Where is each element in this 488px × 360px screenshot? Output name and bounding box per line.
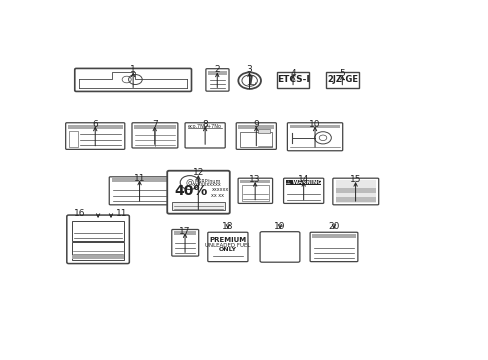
Bar: [172, 202, 224, 210]
Text: 2: 2: [214, 66, 220, 75]
FancyBboxPatch shape: [238, 178, 272, 203]
Bar: [326, 72, 358, 87]
Text: PREMIUM: PREMIUM: [209, 237, 246, 243]
Text: 13: 13: [249, 175, 261, 184]
Bar: [240, 132, 272, 147]
Bar: [72, 221, 124, 241]
Text: MSRP/num: MSRP/num: [194, 179, 220, 183]
Bar: [68, 131, 78, 147]
FancyBboxPatch shape: [283, 178, 323, 203]
FancyBboxPatch shape: [132, 123, 178, 148]
Text: 40%: 40%: [174, 184, 208, 198]
Text: ONLY: ONLY: [218, 247, 237, 252]
Text: @: @: [185, 178, 193, 187]
Text: 10: 10: [308, 120, 320, 129]
Bar: [111, 179, 168, 182]
Bar: [277, 72, 309, 87]
Text: 18: 18: [222, 222, 233, 231]
Text: 16: 16: [73, 209, 85, 218]
Text: 3: 3: [246, 66, 252, 75]
Text: 4: 4: [290, 69, 295, 78]
Text: 19: 19: [274, 222, 285, 231]
Text: 1: 1: [130, 66, 136, 75]
Bar: [289, 125, 340, 128]
Bar: [240, 180, 270, 184]
Bar: [312, 234, 355, 238]
Text: 11: 11: [134, 174, 145, 183]
Bar: [335, 188, 375, 193]
FancyBboxPatch shape: [309, 232, 357, 262]
Bar: [174, 231, 196, 235]
FancyBboxPatch shape: [167, 171, 229, 214]
FancyBboxPatch shape: [287, 123, 342, 151]
Text: 5: 5: [339, 69, 345, 78]
FancyBboxPatch shape: [65, 123, 124, 149]
Bar: [258, 129, 269, 133]
FancyBboxPatch shape: [236, 123, 276, 149]
Text: 20: 20: [327, 222, 339, 231]
Bar: [335, 197, 375, 202]
Text: 12: 12: [192, 168, 203, 177]
Text: eco.7Nu+7No: eco.7Nu+7No: [188, 123, 222, 129]
Text: ⚠ WARNING: ⚠ WARNING: [285, 180, 321, 185]
FancyBboxPatch shape: [205, 69, 228, 91]
FancyBboxPatch shape: [332, 178, 378, 205]
Text: 6: 6: [92, 120, 98, 129]
Text: 8: 8: [202, 120, 207, 129]
Text: 17: 17: [179, 227, 190, 236]
Text: xxxxxxxxxx: xxxxxxxxxx: [193, 182, 221, 187]
Text: 14: 14: [297, 175, 309, 184]
FancyBboxPatch shape: [75, 68, 191, 91]
Text: 15: 15: [349, 175, 361, 184]
Bar: [238, 125, 274, 129]
Text: 11: 11: [116, 209, 127, 218]
Text: L: L: [246, 75, 255, 88]
Bar: [134, 125, 175, 129]
FancyBboxPatch shape: [171, 229, 198, 256]
Bar: [72, 255, 123, 259]
FancyBboxPatch shape: [109, 177, 170, 205]
FancyBboxPatch shape: [67, 215, 129, 264]
Bar: [241, 185, 268, 201]
FancyBboxPatch shape: [184, 123, 225, 148]
Bar: [285, 180, 321, 185]
Bar: [208, 71, 226, 75]
Bar: [335, 180, 375, 203]
Text: 2JZ-GE: 2JZ-GE: [326, 76, 357, 85]
Text: xxxxxx
xx xx: xxxxxx xx xx: [211, 187, 228, 198]
Text: UNLEADED FUEL: UNLEADED FUEL: [205, 243, 250, 248]
Text: 7: 7: [152, 120, 157, 129]
Bar: [72, 242, 124, 260]
Text: ETCS-I: ETCS-I: [276, 76, 309, 85]
FancyBboxPatch shape: [260, 232, 299, 262]
Bar: [68, 125, 122, 129]
FancyBboxPatch shape: [207, 232, 247, 262]
Text: 9: 9: [253, 120, 259, 129]
